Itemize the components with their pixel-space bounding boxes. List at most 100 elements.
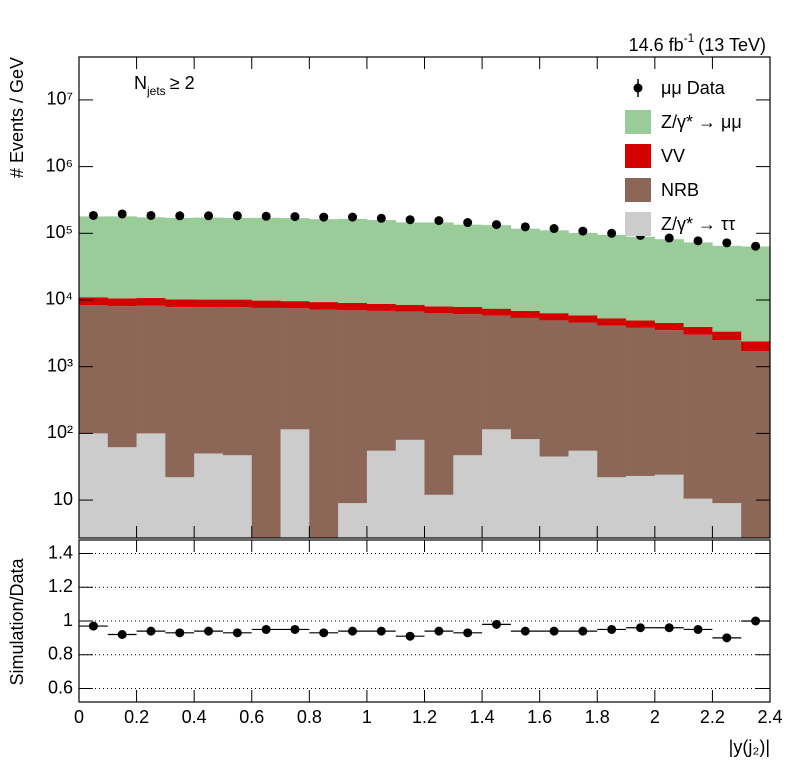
stack-bar bbox=[251, 300, 281, 308]
ratio-point bbox=[578, 626, 588, 636]
data-point bbox=[290, 212, 300, 222]
stack-bar bbox=[712, 331, 742, 341]
ratio-point bbox=[319, 628, 329, 638]
stack-bar bbox=[395, 311, 425, 440]
stack-bar bbox=[424, 313, 454, 495]
stack-bar bbox=[136, 217, 166, 299]
stack-bar bbox=[395, 304, 425, 312]
stack-bar bbox=[683, 326, 713, 335]
stack-bar bbox=[626, 327, 656, 476]
stack-bar bbox=[280, 301, 310, 309]
stack-bar bbox=[741, 341, 770, 352]
stack-bar bbox=[683, 498, 713, 538]
stack-bar bbox=[222, 307, 253, 456]
stack-bar bbox=[539, 456, 569, 538]
data-point bbox=[261, 211, 271, 221]
legend-label: μμ Data bbox=[661, 78, 726, 98]
stack-bar bbox=[482, 225, 512, 309]
stack-bar bbox=[712, 503, 742, 538]
ratio-point bbox=[175, 628, 185, 638]
stack-bar bbox=[453, 314, 483, 456]
data-point bbox=[117, 209, 127, 219]
data-point bbox=[520, 222, 530, 232]
stack-bar bbox=[510, 228, 540, 311]
ratio-point bbox=[261, 624, 271, 634]
stack-bar bbox=[626, 236, 656, 321]
ratio-point bbox=[88, 621, 98, 631]
stack-bar bbox=[453, 455, 483, 538]
selection-suffix: ≥ 2 bbox=[170, 73, 195, 93]
stack-bar bbox=[338, 218, 368, 304]
stack-bar bbox=[309, 302, 339, 310]
stack-bar bbox=[654, 330, 684, 475]
stack-bar bbox=[424, 494, 454, 538]
stack-bar bbox=[165, 217, 195, 300]
x-tick-label: 2.2 bbox=[700, 707, 725, 727]
stack-bar bbox=[597, 477, 627, 538]
y-tick-label: 10⁷ bbox=[46, 89, 73, 109]
ratio-point bbox=[348, 626, 358, 636]
stack-bar bbox=[568, 232, 598, 316]
data-point bbox=[722, 238, 732, 248]
stack-bar bbox=[309, 309, 339, 538]
data-point bbox=[463, 218, 473, 228]
legend-label: Z/γ* → μμ bbox=[661, 112, 742, 132]
stack-bar bbox=[338, 503, 368, 538]
legend-label: VV bbox=[661, 146, 685, 166]
stack-bar bbox=[424, 222, 454, 307]
stack-bar bbox=[136, 298, 166, 306]
data-point bbox=[88, 210, 98, 220]
stack-bar bbox=[539, 230, 569, 314]
ratio-point bbox=[549, 626, 559, 636]
x-axis-title: |y(j₂)| bbox=[729, 737, 770, 757]
x-tick-label: 1.2 bbox=[412, 707, 437, 727]
stack-bar bbox=[165, 299, 195, 308]
stack-bar bbox=[683, 334, 713, 499]
stack-bar bbox=[568, 315, 598, 323]
data-point bbox=[319, 212, 329, 222]
ratio-point bbox=[204, 626, 214, 636]
stack-bar bbox=[165, 477, 195, 538]
stack-bar bbox=[568, 322, 598, 451]
data-point bbox=[693, 236, 703, 246]
data-point bbox=[405, 215, 415, 225]
ratio-point bbox=[751, 616, 761, 626]
stack-bar bbox=[568, 450, 598, 538]
stack-bar bbox=[626, 320, 656, 328]
stack-bar bbox=[280, 429, 310, 538]
stack-bar bbox=[741, 351, 770, 538]
stack-bar bbox=[712, 340, 742, 504]
ratio-point bbox=[607, 624, 617, 634]
legend: μμ Data Z/γ* → μμ VV NRB Z/γ* → ττ bbox=[625, 78, 742, 236]
ratio-axis-title: Simulation/Data bbox=[7, 557, 27, 685]
stack-bar bbox=[136, 305, 166, 434]
x-tick-label: 2 bbox=[650, 707, 660, 727]
stack-bar bbox=[338, 303, 368, 311]
ratio-point bbox=[146, 626, 156, 636]
stack-bar bbox=[712, 245, 742, 332]
stack-bar bbox=[395, 222, 425, 305]
data-point bbox=[175, 211, 185, 221]
luminosity-text: 14.6 fb bbox=[629, 35, 684, 55]
legend-swatch bbox=[625, 212, 651, 236]
stack-bar bbox=[222, 299, 253, 308]
stack-bar bbox=[79, 305, 109, 434]
stack-bar bbox=[539, 313, 569, 321]
y-tick-label: 1 bbox=[63, 610, 73, 630]
stack-bar bbox=[683, 242, 713, 327]
ratio-point bbox=[232, 628, 242, 638]
stack-bar bbox=[482, 429, 512, 538]
data-point bbox=[376, 213, 386, 223]
y-tick-label: 10³ bbox=[47, 355, 73, 375]
data-point bbox=[348, 212, 358, 222]
stack-bar bbox=[79, 216, 109, 298]
legend-swatch bbox=[625, 144, 651, 168]
stack-bar bbox=[309, 219, 339, 303]
stack-bar bbox=[597, 325, 627, 478]
y-tick-label: 0.8 bbox=[48, 644, 73, 664]
ratio-point bbox=[693, 624, 703, 634]
legend-label: NRB bbox=[661, 180, 699, 200]
ratio-plot-area bbox=[79, 553, 770, 689]
main-frame bbox=[78, 56, 771, 539]
